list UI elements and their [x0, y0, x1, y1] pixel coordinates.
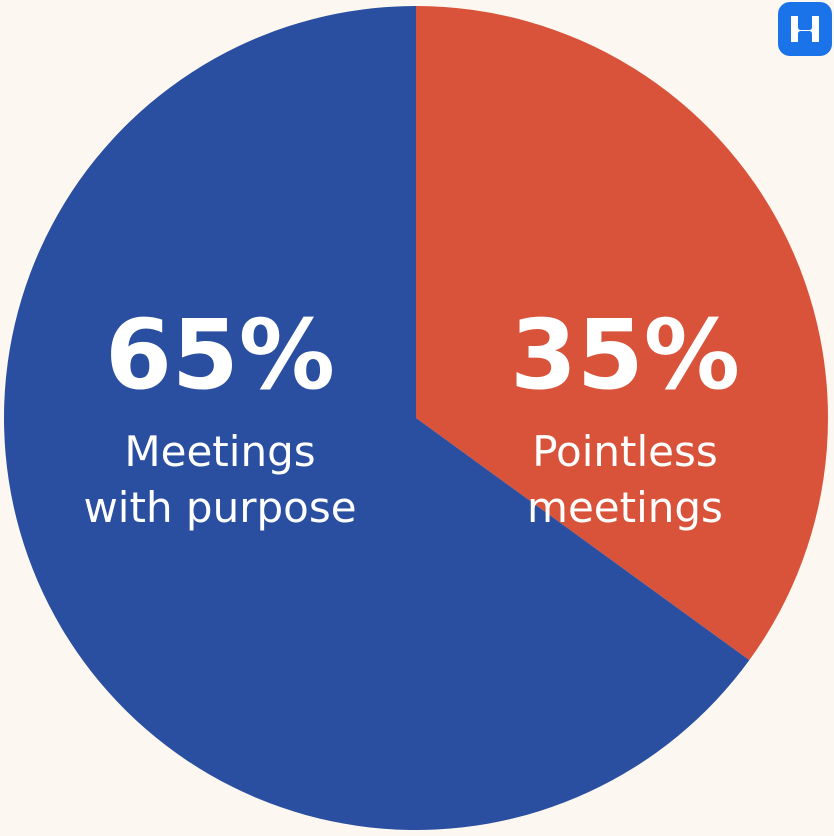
slice-pointless-meetings [416, 6, 828, 661]
slice-value-label-with-purpose: 65% [105, 299, 335, 411]
slice-value-label-pointless: 35% [510, 299, 740, 411]
slice-label-with-purpose-line-2: with purpose [83, 483, 356, 532]
slice-label-with-purpose-line-1: Meetings [124, 427, 315, 476]
slice-meetings-with-purpose [4, 6, 750, 830]
pie-slices [4, 6, 828, 830]
brand-logo-icon [778, 2, 832, 56]
slice-label-pointless-line-1: Pointless [532, 427, 718, 476]
pie-labels: 65% Meetings with purpose 35% Pointless … [83, 299, 739, 532]
slice-label-pointless-line-2: meetings [527, 483, 723, 532]
